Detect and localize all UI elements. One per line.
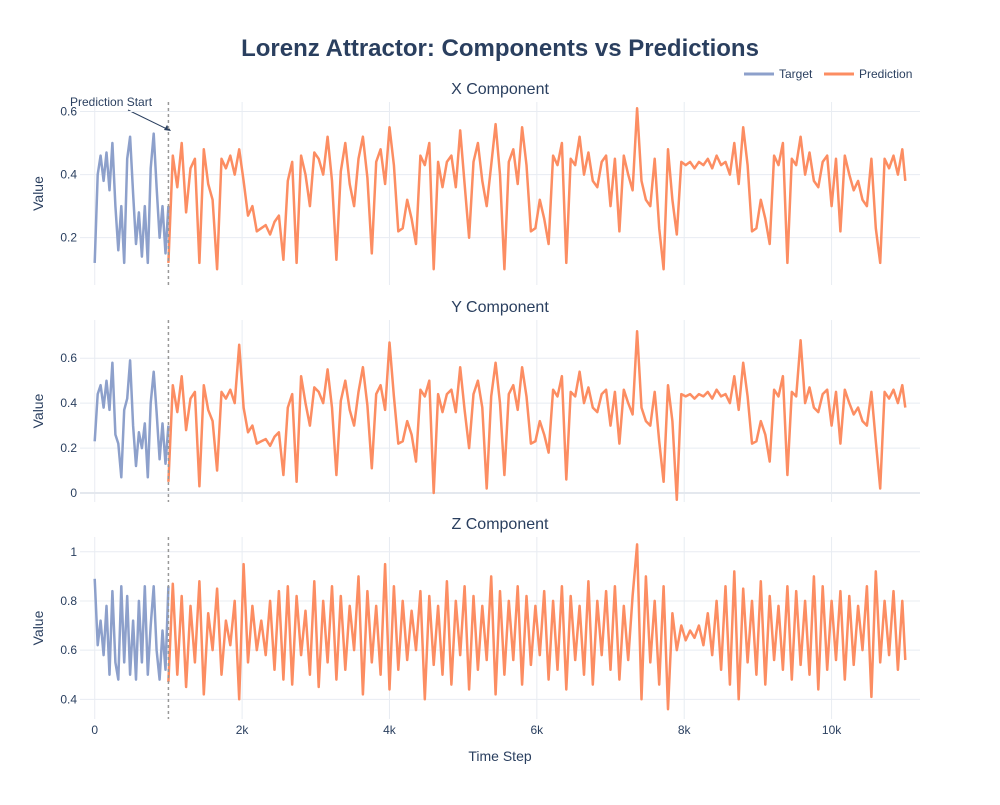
- y-tick-label: 0.4: [60, 396, 77, 410]
- y-tick-label: 0.4: [60, 692, 77, 706]
- series-line-target: [93, 359, 170, 479]
- panel-2: 0.4 0.6 0.8 1 Z Component Value 0 2k 4k 6k 8k 10k: [30, 516, 920, 737]
- y-tick-label: 0.8: [60, 594, 77, 608]
- series-line-target: [93, 132, 170, 265]
- y-tick-label: 0.6: [60, 643, 77, 657]
- legend: Target Prediction: [744, 67, 912, 81]
- panel-subtitle: X Component: [451, 81, 549, 98]
- chart-title: Lorenz Attractor: Components vs Predicti…: [241, 35, 759, 62]
- annotation-arrow-line: [127, 109, 170, 131]
- x-tick-label: 8k: [678, 723, 692, 737]
- series-line-prediction: [167, 543, 907, 711]
- series-line-target: [93, 578, 170, 681]
- y-tick-label: 0.6: [60, 104, 77, 118]
- series-line-prediction: [167, 107, 907, 271]
- y-axis-title: Value: [30, 176, 46, 211]
- panel-subtitle: Y Component: [451, 299, 549, 316]
- x-tick-label: 4k: [383, 723, 397, 737]
- legend-label-prediction: Prediction: [859, 67, 912, 81]
- panels: 0.2 0.4 0.6 X Component Value 0 0.2 0.4 0.6 Y Com…: [30, 81, 920, 737]
- y-tick-label: 1: [70, 545, 77, 559]
- y-tick-label: 0.6: [60, 351, 77, 365]
- panel-0: 0.2 0.4 0.6 X Component Value: [30, 81, 920, 285]
- y-tick-label: 0: [70, 486, 77, 500]
- annotation-prediction-start: Prediction Start: [70, 95, 153, 109]
- y-tick-label: 0.2: [60, 441, 77, 455]
- annotation: Prediction Start: [70, 95, 171, 131]
- x-tick-label: 6k: [530, 723, 544, 737]
- legend-item-prediction[interactable]: Prediction: [824, 67, 912, 81]
- x-tick-label: 2k: [236, 723, 250, 737]
- legend-item-target[interactable]: Target: [744, 67, 813, 81]
- x-tick-label: 0: [91, 723, 98, 737]
- x-axis-title: Time Step: [468, 748, 531, 764]
- y-tick-label: 0.2: [60, 231, 77, 245]
- panel-1: 0 0.2 0.4 0.6 Y Component Value: [30, 299, 920, 502]
- y-axis-title: Value: [30, 393, 46, 428]
- y-tick-label: 0.4: [60, 168, 77, 182]
- series-line-prediction: [167, 329, 907, 502]
- x-tick-label: 10k: [822, 723, 842, 737]
- legend-label-target: Target: [779, 67, 813, 81]
- y-axis-title: Value: [30, 610, 46, 645]
- annotation-arrow-head: [164, 125, 171, 131]
- panel-subtitle: Z Component: [452, 516, 549, 533]
